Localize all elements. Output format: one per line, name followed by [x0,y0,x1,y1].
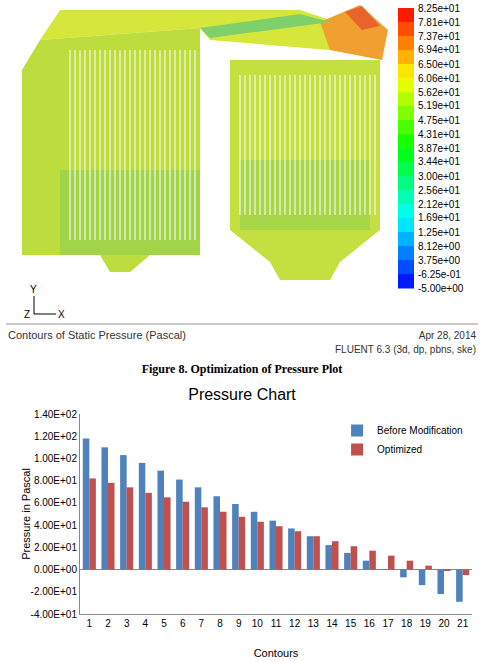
svg-text:12: 12 [289,618,301,629]
svg-text:5.62e+01: 5.62e+01 [418,87,460,98]
svg-text:Contours of Static Pressure (P: Contours of Static Pressure (Pascal) [8,329,186,341]
svg-text:1: 1 [87,618,93,629]
svg-text:-4.00E+01: -4.00E+01 [31,609,78,620]
svg-text:2: 2 [105,618,111,629]
svg-text:2.56e+01: 2.56e+01 [418,185,460,196]
svg-text:4: 4 [143,618,149,629]
svg-text:Pressure in Pascal: Pressure in Pascal [20,468,32,560]
svg-text:3.75e+00: 3.75e+00 [418,255,460,266]
svg-text:19: 19 [420,618,432,629]
svg-text:6.06e+01: 6.06e+01 [418,73,460,84]
svg-text:-5.00e+00: -5.00e+00 [418,283,464,294]
svg-text:7.81e+01: 7.81e+01 [418,17,460,28]
svg-text:3: 3 [124,618,130,629]
svg-text:Before Modification: Before Modification [377,425,463,436]
svg-text:Y: Y [30,284,37,295]
svg-text:Optimized: Optimized [377,444,422,455]
svg-text:7.37e+01: 7.37e+01 [418,31,460,42]
svg-text:1.69e+01: 1.69e+01 [418,212,460,223]
svg-text:7: 7 [199,618,205,629]
svg-text:6.00E+01: 6.00E+01 [34,497,78,508]
svg-text:5.19e+01: 5.19e+01 [418,100,460,111]
svg-text:4.00E+01: 4.00E+01 [34,520,78,531]
svg-text:3.87e+01: 3.87e+01 [418,143,460,154]
svg-text:14: 14 [326,618,338,629]
svg-text:15: 15 [345,618,357,629]
svg-text:8: 8 [217,618,223,629]
svg-text:2.12e+01: 2.12e+01 [418,199,460,210]
svg-text:8.12e+00: 8.12e+00 [418,241,460,252]
svg-text:6.50e+01: 6.50e+01 [418,59,460,70]
svg-text:5: 5 [161,618,167,629]
svg-text:1.20E+02: 1.20E+02 [34,431,78,442]
svg-text:16: 16 [364,618,376,629]
svg-text:8.00E+01: 8.00E+01 [34,475,78,486]
svg-text:1.40E+02: 1.40E+02 [34,409,78,420]
svg-text:0.00E+00: 0.00E+00 [34,564,78,575]
svg-text:Apr 28, 2014: Apr 28, 2014 [419,330,477,341]
svg-text:Pressure Chart: Pressure Chart [188,386,296,403]
svg-text:X: X [58,309,65,320]
svg-text:-6.25e-01: -6.25e-01 [418,269,461,280]
html-text:Figure 8. Optimization of Pres: Figure 8. Optimization of Pressure Plot [141,362,343,376]
svg-text:Z: Z [24,309,30,320]
svg-text:6.94e+01: 6.94e+01 [418,44,460,55]
svg-text:-2.00E+01: -2.00E+01 [31,586,78,597]
svg-text:3.00e+01: 3.00e+01 [418,171,460,182]
svg-text:9: 9 [236,618,242,629]
svg-text:4.31e+01: 4.31e+01 [418,129,460,140]
svg-text:1.25e+01: 1.25e+01 [418,227,460,238]
svg-text:18: 18 [401,618,413,629]
svg-text:FLUENT 6.3 (3d, dp, pbns, ske): FLUENT 6.3 (3d, dp, pbns, ske) [335,344,476,355]
svg-text:4.75e+01: 4.75e+01 [418,115,460,126]
svg-text:17: 17 [382,618,394,629]
svg-text:11: 11 [271,618,282,629]
svg-text:Contours: Contours [254,647,299,659]
svg-text:10: 10 [252,618,264,629]
svg-text:2.00E+01: 2.00E+01 [34,542,78,553]
svg-text:8.25e+01: 8.25e+01 [418,3,460,14]
svg-text:13: 13 [308,618,320,629]
svg-text:6: 6 [180,618,186,629]
svg-text:20: 20 [438,618,450,629]
svg-text:1.00E+02: 1.00E+02 [34,453,78,464]
svg-text:21: 21 [457,618,469,629]
svg-text:3.44e+01: 3.44e+01 [418,156,460,167]
